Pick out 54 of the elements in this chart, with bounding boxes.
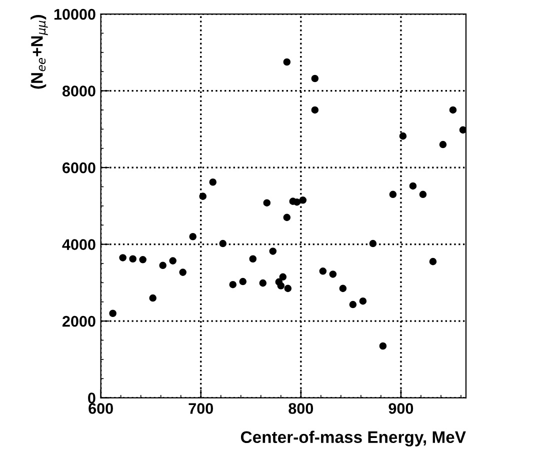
- y-tick-label: 2000: [62, 316, 96, 327]
- point: [219, 240, 227, 248]
- point: [283, 214, 291, 222]
- point: [109, 310, 116, 318]
- point: [179, 268, 186, 276]
- point: [279, 273, 287, 281]
- point: [459, 126, 466, 134]
- y-tick-label: 0: [88, 392, 96, 404]
- point: [339, 284, 347, 292]
- point: [293, 198, 301, 206]
- x-tick-label: 800: [288, 403, 314, 414]
- y-tick-label: 10000: [54, 8, 96, 20]
- point: [199, 192, 207, 200]
- point: [149, 294, 156, 302]
- point: [139, 256, 146, 264]
- point: [209, 178, 217, 186]
- point: [284, 284, 292, 292]
- point: [263, 199, 271, 206]
- point: [119, 254, 126, 262]
- point: [359, 297, 367, 305]
- y-tick-label: 8000: [62, 86, 96, 96]
- point: [169, 257, 176, 264]
- point: [283, 58, 291, 66]
- point: [189, 232, 197, 240]
- point: [379, 342, 387, 350]
- point: [409, 182, 417, 190]
- y-axis-title: (N$_{ee}$+N$_{μμ}$): [30, 15, 48, 89]
- point: [249, 255, 257, 263]
- point: [277, 282, 285, 290]
- point: [239, 278, 247, 286]
- point: [369, 240, 377, 248]
- point: [311, 106, 319, 114]
- point: [259, 279, 267, 287]
- point: [159, 262, 166, 270]
- point: [349, 300, 357, 308]
- y-tick-label: 4000: [62, 239, 96, 250]
- point: [299, 196, 307, 204]
- y-tick-label: 6000: [62, 162, 96, 174]
- point: [329, 270, 337, 278]
- point: [439, 140, 447, 148]
- x-tick-label: 700: [188, 403, 213, 414]
- point: [311, 74, 319, 82]
- point: [129, 255, 136, 263]
- point: [419, 190, 427, 198]
- point: [229, 280, 237, 288]
- point: [449, 106, 457, 114]
- point: [429, 258, 437, 266]
- point: [319, 268, 327, 275]
- x-tick-label: 600: [88, 403, 113, 414]
- point: [389, 190, 397, 198]
- x-axis-title: Center-of-mass Energy, MeV: [240, 430, 466, 446]
- x-tick-label: 900: [388, 403, 414, 414]
- point: [269, 248, 277, 255]
- point: [399, 132, 407, 140]
